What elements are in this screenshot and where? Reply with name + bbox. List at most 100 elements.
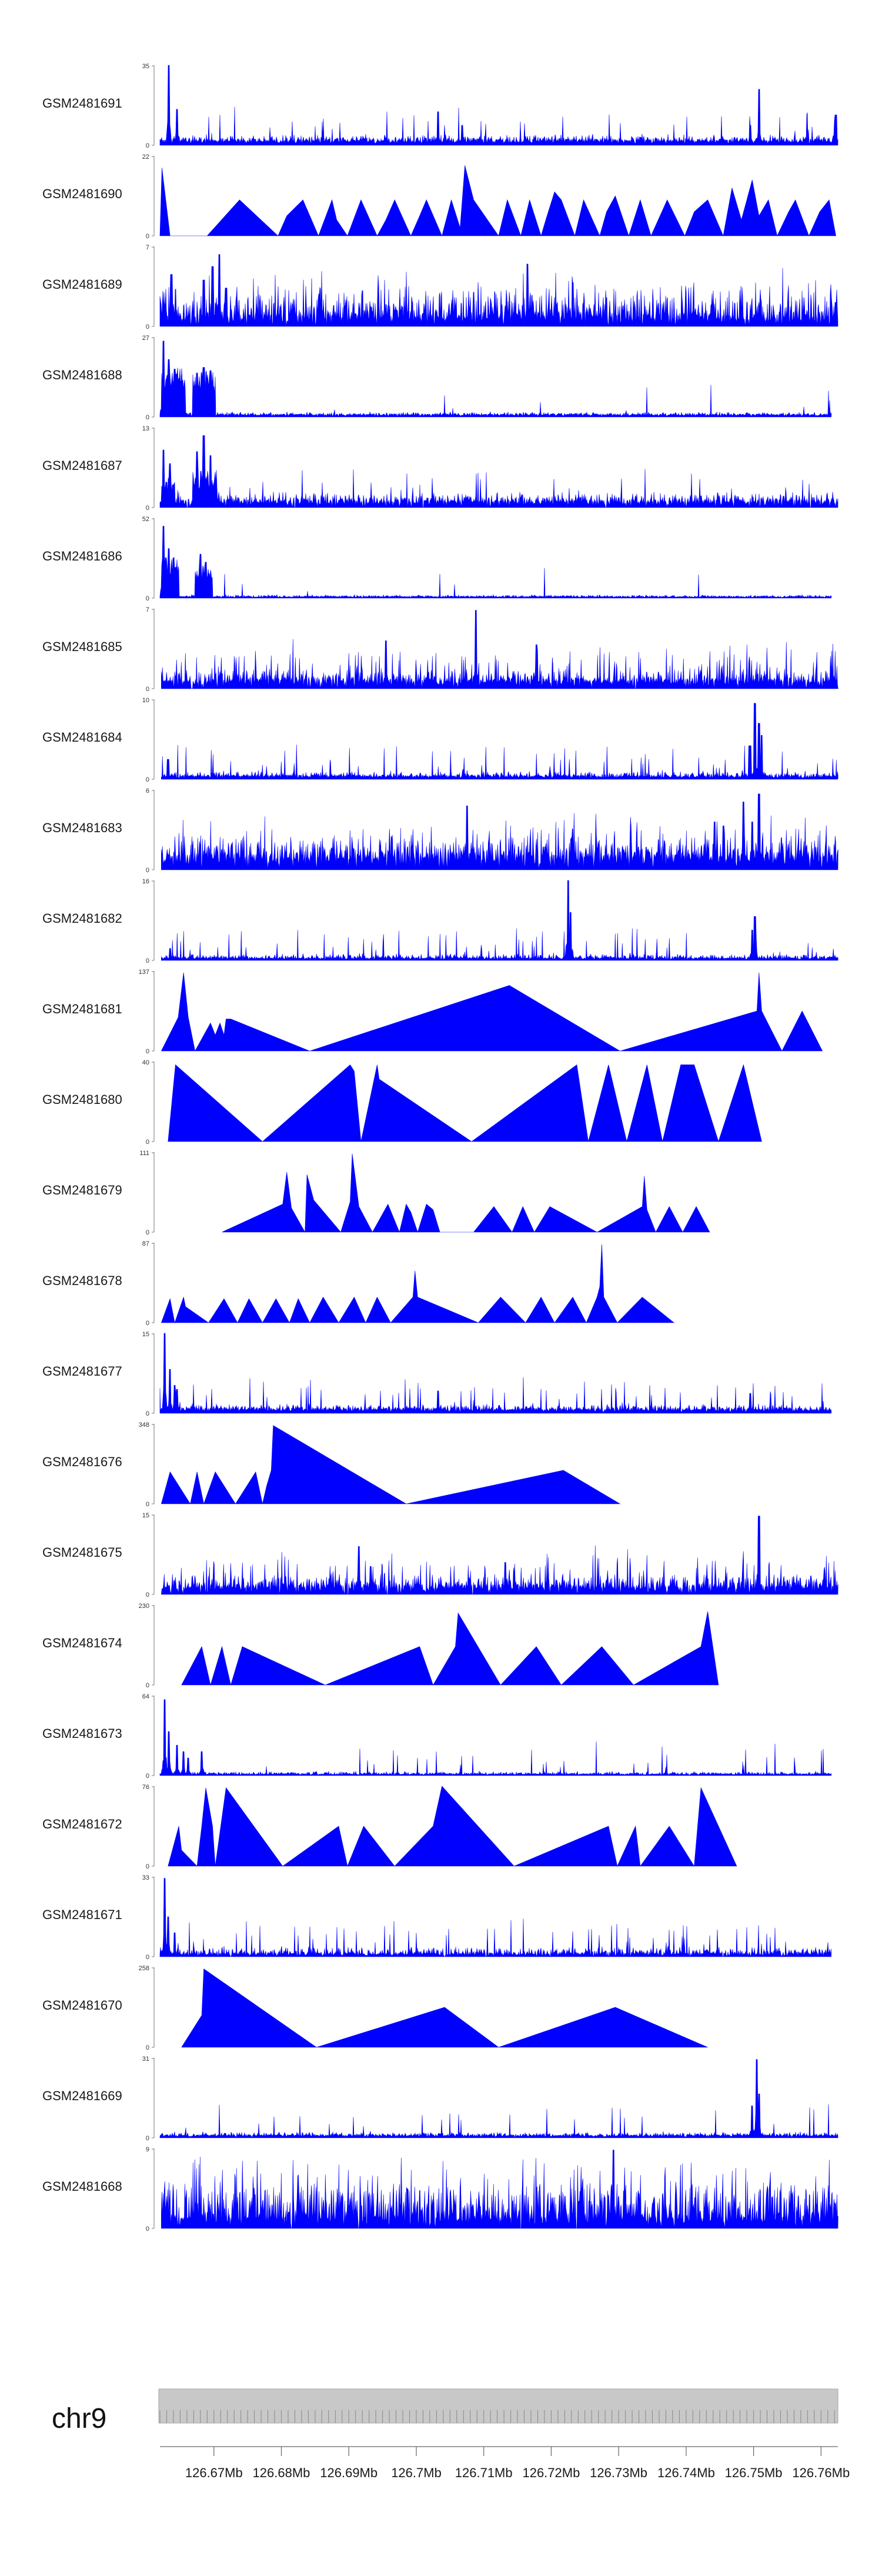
- coverage-area: [159, 1333, 832, 1414]
- track-label: GSM2481681: [42, 1002, 122, 1016]
- track-GSM2481690: GSM2481690 22 0: [42, 154, 836, 240]
- track-GSM2481689: GSM2481689 7 0: [42, 244, 838, 331]
- y-max-label: 33: [142, 1874, 149, 1881]
- coverage-area: [222, 1153, 710, 1233]
- track-label: GSM2481680: [42, 1092, 122, 1107]
- track-label: GSM2481675: [42, 1545, 122, 1560]
- y-min-label: 0: [146, 686, 149, 693]
- track-label: GSM2481674: [42, 1636, 122, 1650]
- coverage-area: [159, 254, 838, 327]
- track-label: GSM2481676: [42, 1454, 122, 1469]
- coverage-area: [161, 1425, 621, 1505]
- track-label: GSM2481687: [42, 458, 122, 473]
- y-max-label: 137: [139, 969, 149, 976]
- y-max-label: 76: [142, 1784, 149, 1791]
- y-min-label: 0: [146, 323, 149, 331]
- y-max-label: 15: [142, 1512, 149, 1519]
- track-label: GSM2481685: [42, 639, 122, 654]
- y-max-label: 10: [142, 697, 149, 704]
- coverage-area: [159, 1699, 832, 1776]
- track-GSM2481686: GSM2481686 52 0: [42, 516, 832, 602]
- axis-ticks: 126.67Mb 126.68Mb 126.69Mb 126.7Mb 126.71Mb 1…: [159, 2410, 850, 2480]
- y-min-label: 0: [146, 1410, 149, 1417]
- coverage-area: [159, 341, 832, 418]
- track-GSM2481679: GSM2481679 111 0: [42, 1150, 710, 1236]
- y-min-label: 0: [146, 1229, 149, 1236]
- y-min-label: 0: [146, 414, 149, 421]
- y-max-label: 15: [142, 1331, 149, 1338]
- y-min-label: 0: [146, 2225, 149, 2233]
- genome-axis: chr9 126.67Mb 126.68Mb 126.69Mb 126.7Mb 126.…: [52, 2388, 850, 2480]
- track-label: GSM2481673: [42, 1726, 122, 1741]
- coverage-area: [161, 1516, 838, 1595]
- track-GSM2481668: GSM2481668 9 0: [42, 2146, 838, 2233]
- coverage-area: [159, 1878, 832, 1958]
- y-max-label: 27: [142, 335, 149, 342]
- coverage-area: [161, 793, 838, 870]
- y-max-label: 64: [142, 1693, 149, 1700]
- track-GSM2481671: GSM2481671 33 0: [42, 1874, 832, 1961]
- coverage-area: [159, 435, 838, 508]
- y-max-label: 35: [142, 63, 149, 70]
- coverage-area: [161, 972, 823, 1052]
- track-label: GSM2481691: [42, 96, 122, 111]
- y-min-label: 0: [146, 1773, 149, 1780]
- y-max-label: 258: [139, 1965, 149, 1972]
- coverage-area: [161, 610, 838, 689]
- track-label: GSM2481671: [42, 1907, 122, 1922]
- y-max-label: 31: [142, 2056, 149, 2063]
- track-label: GSM2481678: [42, 1273, 122, 1288]
- y-max-label: 230: [139, 1603, 149, 1610]
- y-min-label: 0: [146, 1048, 149, 1055]
- coverage-area: [159, 65, 838, 146]
- y-max-label: 111: [139, 1150, 149, 1157]
- y-min-label: 0: [146, 957, 149, 965]
- track-GSM2481678: GSM2481678 87 0: [42, 1240, 675, 1327]
- axis-tick-label: 126.74Mb: [657, 2465, 715, 2480]
- track-GSM2481691: GSM2481691 35 0: [42, 63, 838, 149]
- track-label: GSM2481690: [42, 186, 122, 201]
- y-min-label: 0: [146, 1501, 149, 1508]
- track-label: GSM2481670: [42, 1998, 122, 2013]
- y-min-label: 0: [146, 776, 149, 783]
- y-min-label: 0: [146, 2135, 149, 2142]
- y-max-label: 6: [146, 788, 149, 795]
- coverage-area: [168, 1786, 737, 1867]
- y-max-label: 16: [142, 878, 149, 885]
- y-min-label: 0: [146, 505, 149, 512]
- axis-tick-label: 126.71Mb: [455, 2465, 513, 2480]
- y-min-label: 0: [146, 1591, 149, 1599]
- y-max-label: 87: [142, 1240, 149, 1247]
- axis-tick-label: 126.67Mb: [185, 2465, 243, 2480]
- chromosome-label: chr9: [52, 2403, 106, 2434]
- track-label: GSM2481689: [42, 277, 122, 292]
- track-label: GSM2481669: [42, 2088, 122, 2103]
- y-min-label: 0: [146, 1954, 149, 1961]
- track-GSM2481684: GSM2481684 10 0: [42, 697, 838, 783]
- axis-tick-label: 126.76Mb: [792, 2465, 850, 2480]
- track-GSM2481687: GSM2481687 13 0: [42, 425, 838, 512]
- track-label: GSM2481672: [42, 1817, 122, 1831]
- coverage-area: [161, 880, 838, 961]
- y-min-label: 0: [146, 595, 149, 602]
- track-label: GSM2481684: [42, 730, 122, 745]
- track-GSM2481675: GSM2481675 15 0: [42, 1512, 838, 1599]
- axis-tick-label: 126.75Mb: [725, 2465, 783, 2480]
- track-label: GSM2481688: [42, 368, 122, 382]
- track-GSM2481673: GSM2481673 64 0: [42, 1693, 832, 1780]
- track-GSM2481674: GSM2481674 230 0: [42, 1603, 719, 1689]
- axis-tick-label: 126.7Mb: [391, 2465, 442, 2480]
- track-GSM2481682: GSM2481682 16 0: [42, 878, 838, 965]
- coverage-area: [161, 703, 838, 780]
- coverage-area: [159, 165, 836, 237]
- y-max-label: 22: [142, 154, 149, 161]
- coverage-area: [161, 2150, 838, 2229]
- track-label: GSM2481686: [42, 549, 122, 563]
- track-label: GSM2481668: [42, 2179, 122, 2194]
- track-GSM2481670: GSM2481670 258 0: [42, 1965, 708, 2051]
- coverage-area: [168, 1064, 762, 1142]
- y-min-label: 0: [146, 867, 149, 874]
- y-min-label: 0: [146, 1863, 149, 1870]
- track-GSM2481681: GSM2481681 137 0: [42, 969, 823, 1055]
